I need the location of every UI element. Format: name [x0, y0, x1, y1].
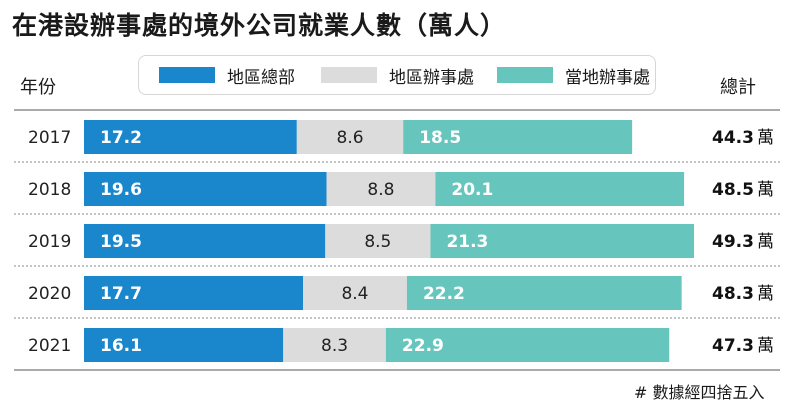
legend: 地區總部 地區辦事處 當地辦事處	[138, 55, 656, 95]
data-label: 20.1	[451, 180, 493, 200]
data-label: 16.1	[100, 336, 142, 356]
legend-swatch-local-office	[497, 67, 553, 83]
legend-item-local-office: 當地辦事處	[497, 56, 650, 94]
total-unit: 萬	[757, 180, 774, 200]
data-label: 21.3	[446, 232, 488, 252]
bar-segment	[435, 172, 685, 206]
bar-segment	[430, 224, 694, 258]
total-value: 44.3	[712, 128, 754, 148]
data-label: 8.4	[341, 284, 368, 304]
total-unit: 萬	[757, 128, 774, 148]
data-label: 22.9	[402, 336, 444, 356]
total-value: 49.3	[712, 232, 754, 252]
total-value: 47.3	[712, 336, 754, 356]
data-label: 18.5	[419, 128, 461, 148]
data-label: 17.7	[100, 284, 142, 304]
data-label: 8.8	[367, 180, 394, 200]
data-label: 8.6	[337, 128, 364, 148]
total-value: 48.5	[712, 180, 754, 200]
total-column-header: 總計	[720, 77, 756, 98]
legend-label-regional-office: 地區辦事處	[389, 67, 474, 88]
rounding-note: # 數據經四捨五入	[634, 383, 765, 402]
bar-segment	[84, 328, 284, 362]
year-label: 2021	[28, 336, 71, 356]
year-label: 2020	[28, 284, 71, 304]
bar-segment	[84, 172, 327, 206]
legend-item-regional-hq: 地區總部	[159, 56, 295, 94]
legend-label-local-office: 當地辦事處	[565, 67, 650, 88]
total-unit: 萬	[757, 232, 774, 252]
data-label: 19.6	[100, 180, 142, 200]
bar-segment	[84, 276, 304, 310]
total-unit: 萬	[757, 336, 774, 356]
total-unit: 萬	[757, 284, 774, 304]
year-label: 2019	[28, 232, 71, 252]
bar-segment	[403, 120, 633, 154]
bar-segment	[84, 224, 326, 258]
legend-item-regional-office: 地區辦事處	[321, 56, 474, 94]
legend-swatch-regional-hq	[159, 67, 215, 83]
year-label: 2017	[28, 128, 71, 148]
bar-segment	[303, 276, 407, 310]
bar-segment	[296, 120, 404, 154]
bar-segment	[325, 224, 431, 258]
legend-swatch-regional-office	[321, 67, 377, 83]
data-label: 8.5	[364, 232, 391, 252]
chart-title: 在港設辦事處的境外公司就業人數（萬人）	[12, 11, 507, 40]
bar-segment	[385, 328, 670, 362]
bar-segment	[283, 328, 386, 362]
bar-segment	[406, 276, 682, 310]
data-label: 22.2	[423, 284, 465, 304]
year-column-header: 年份	[20, 77, 56, 98]
data-label: 17.2	[100, 128, 142, 148]
data-label: 19.5	[100, 232, 142, 252]
data-label: 8.3	[321, 336, 348, 356]
year-label: 2018	[28, 180, 71, 200]
legend-label-regional-hq: 地區總部	[227, 67, 295, 88]
bar-segment	[84, 120, 297, 154]
total-value: 48.3	[712, 284, 754, 304]
bar-segment	[326, 172, 436, 206]
